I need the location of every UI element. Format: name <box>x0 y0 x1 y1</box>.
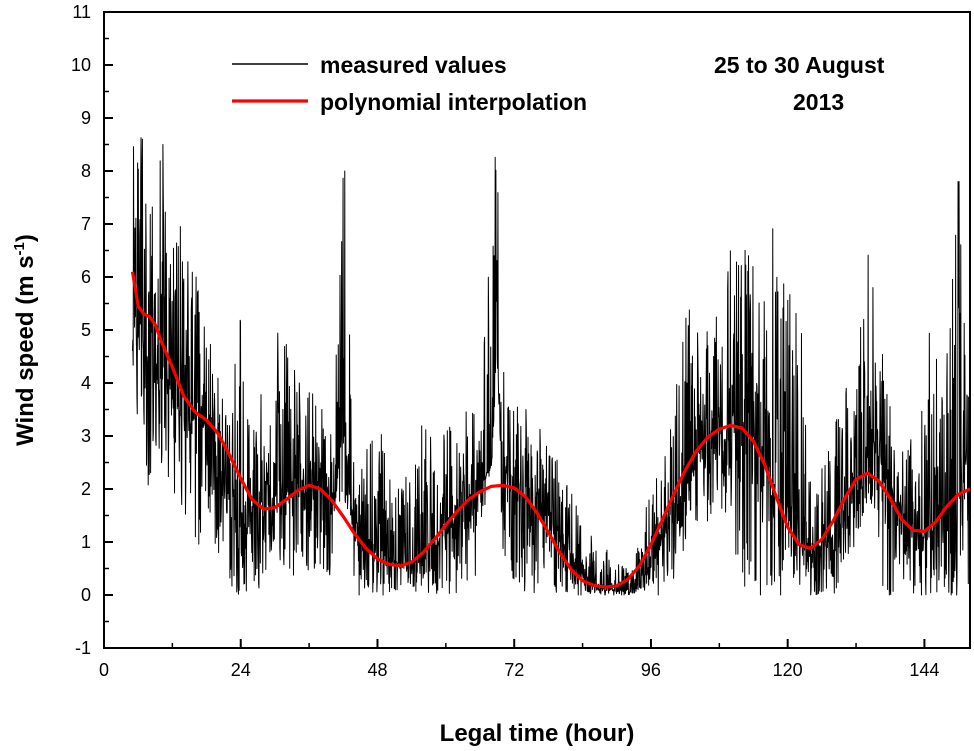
measured-values-series <box>131 137 971 596</box>
x-axis-title: Legal time (hour) <box>440 720 635 747</box>
y-tick-label: 10 <box>71 55 91 75</box>
x-axis-ticks: 0 24 48 72 96 120 144 <box>99 639 939 680</box>
y-axis-title-close: ) <box>12 234 39 242</box>
measured-values-line <box>131 137 971 596</box>
y-tick-label: 9 <box>81 108 91 128</box>
date-annotation-line1: 25 to 30 August <box>714 52 885 78</box>
y-tick-label: 1 <box>81 532 91 552</box>
x-tick-label: 96 <box>641 660 661 680</box>
legend-label-polynomial: polynomial interpolation <box>320 89 587 115</box>
y-tick-label: 8 <box>81 161 91 181</box>
x-tick-label: 120 <box>773 660 803 680</box>
x-tick-label: 0 <box>99 660 109 680</box>
y-tick-label: 11 <box>72 2 91 22</box>
y-tick-label: -1 <box>75 638 91 658</box>
x-tick-label: 144 <box>909 660 939 680</box>
y-axis-title-main: Wind speed (m s <box>12 255 39 445</box>
date-annotation-line2: 2013 <box>793 89 844 115</box>
x-tick-label: 24 <box>231 660 251 680</box>
y-tick-label: 0 <box>81 585 91 605</box>
y-tick-label: 3 <box>81 426 91 446</box>
y-tick-label: 2 <box>81 479 91 499</box>
legend-label-measured: measured values <box>320 52 507 78</box>
y-tick-label: 5 <box>81 320 91 340</box>
x-tick-label: 48 <box>367 660 387 680</box>
y-axis-ticks: -1 0 1 2 3 4 5 6 7 8 9 10 11 <box>71 2 113 658</box>
y-tick-label: 7 <box>81 214 91 234</box>
x-tick-label: 72 <box>504 660 524 680</box>
legend: measured values polynomial interpolation <box>232 52 587 115</box>
polynomial-interpolation-line <box>130 271 971 589</box>
y-axis-title: Wind speed (m s-1) <box>11 234 39 446</box>
y-axis-title-sup: -1 <box>11 242 28 255</box>
y-tick-label: 4 <box>81 373 91 393</box>
y-tick-label: 6 <box>81 267 91 287</box>
